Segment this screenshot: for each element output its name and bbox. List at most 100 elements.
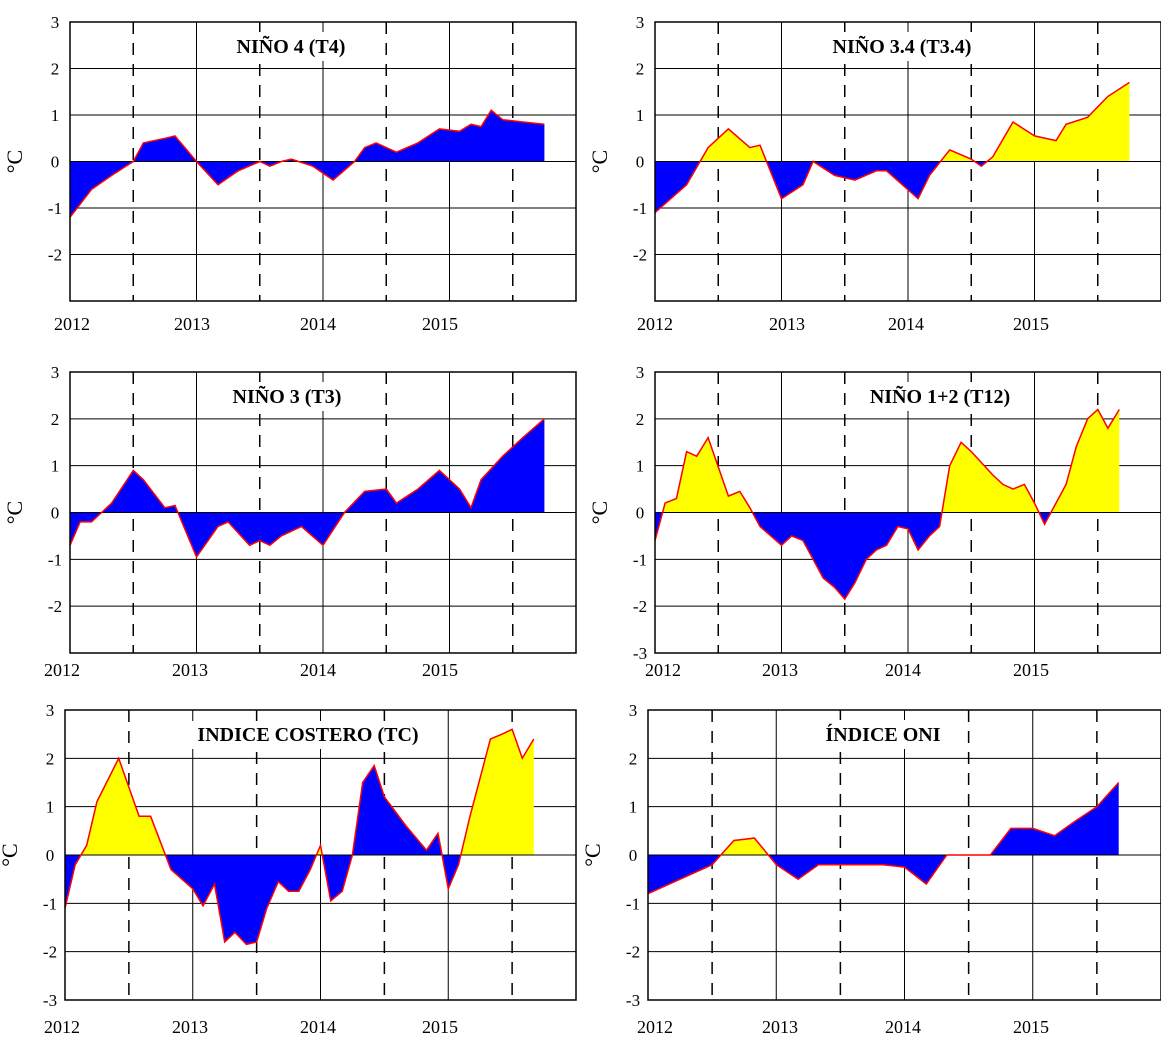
- y-tick-label: 1: [636, 457, 645, 476]
- y-tick-label: -2: [43, 943, 57, 962]
- x-tick-label: 2013: [769, 314, 805, 334]
- x-tick-label: 2014: [885, 1017, 921, 1037]
- cold-anomaly-area: [70, 470, 178, 546]
- cold-anomaly-area: [442, 855, 461, 889]
- anomaly-line: [64, 728, 535, 946]
- warm-anomaly-area: [987, 82, 1130, 162]
- y-tick-label: 2: [629, 749, 638, 768]
- x-tick-label: 2012: [44, 660, 80, 680]
- y-axis-label: °C: [587, 501, 612, 524]
- axes-frame: [64, 709, 577, 1001]
- chart-panel-2: 3 2 1 0 -1 -2 2012 2013 2014 2015 °C NIÑO 3.4 (T3.4…: [587, 13, 1161, 334]
- chart-title: ÍNDICE ONI: [825, 723, 940, 746]
- y-tick-label: -3: [626, 991, 640, 1010]
- y-tick-label: 0: [629, 846, 638, 865]
- x-tick-label: 2014: [885, 660, 921, 680]
- y-tick-label: -1: [626, 894, 640, 913]
- x-tick-label: 2014: [300, 1017, 336, 1037]
- y-tick-label: 2: [51, 410, 60, 429]
- y-tick-label: -2: [633, 246, 647, 265]
- y-axis-label: °C: [0, 843, 22, 866]
- y-tick-label: 3: [629, 701, 638, 720]
- y-tick-label: -1: [48, 550, 62, 569]
- y-tick-label: 3: [636, 13, 645, 32]
- chart-title: NIÑO 4 (T4): [237, 35, 346, 58]
- x-tick-label: 2012: [44, 1017, 80, 1037]
- y-tick-label: 2: [51, 60, 60, 79]
- y-tick-label: 3: [636, 363, 645, 382]
- axes-frame: [69, 21, 577, 302]
- chart-panel-3: 3 2 1 0 -1 -2 2012 2013 2014 2015 °C NIÑO 3 (T3): [2, 363, 577, 680]
- y-axis-label: °C: [2, 150, 27, 173]
- y-axis-label: °C: [587, 150, 612, 173]
- x-tick-label: 2013: [174, 314, 210, 334]
- y-tick-label: -1: [43, 894, 57, 913]
- y-tick-label: -2: [626, 943, 640, 962]
- y-tick-label: 0: [636, 153, 645, 172]
- cold-anomaly-area: [298, 110, 545, 181]
- cold-anomaly-area: [177, 418, 545, 557]
- x-tick-label: 2013: [762, 660, 798, 680]
- y-tick-label: 2: [636, 410, 645, 429]
- cold-anomaly-area: [768, 782, 1119, 884]
- cold-anomaly-area: [766, 161, 941, 199]
- cold-anomaly-area: [1039, 512, 1051, 525]
- x-tick-label: 2013: [172, 660, 208, 680]
- y-tick-label: -1: [48, 199, 62, 218]
- y-tick-label: 3: [46, 701, 55, 720]
- chart-title-box: [819, 720, 947, 749]
- y-tick-label: 2: [636, 60, 645, 79]
- anomaly-line: [654, 408, 1120, 601]
- anomaly-line: [69, 109, 545, 218]
- x-tick-label: 2014: [888, 314, 924, 334]
- y-tick-label: 0: [51, 504, 60, 523]
- x-tick-label: 2012: [637, 1017, 673, 1037]
- warm-anomaly-area: [700, 128, 767, 162]
- x-tick-label: 2015: [422, 314, 458, 334]
- x-tick-label: 2012: [637, 314, 673, 334]
- y-tick-label: 0: [46, 846, 55, 865]
- y-tick-label: 3: [51, 363, 60, 382]
- warm-anomaly-area: [1050, 409, 1120, 513]
- y-tick-label: 2: [46, 749, 55, 768]
- y-tick-label: 1: [51, 457, 60, 476]
- anomaly-line: [647, 781, 1120, 895]
- warm-anomaly-area: [940, 149, 975, 162]
- y-tick-label: 0: [636, 504, 645, 523]
- cold-anomaly-area: [322, 765, 442, 901]
- y-tick-label: 1: [46, 798, 55, 817]
- chart-title-box: [226, 382, 348, 411]
- y-tick-label: -3: [633, 644, 647, 663]
- chart-panel-1: 3 2 1 0 -1 -2 2012 2013 2014 2015 °C NIÑO 4 (T4): [2, 13, 577, 334]
- anomaly-line: [654, 81, 1130, 214]
- anomaly-line: [69, 418, 545, 559]
- y-axis-label: °C: [2, 501, 27, 524]
- x-tick-label: 2013: [172, 1017, 208, 1037]
- axes-frame: [654, 371, 1161, 654]
- x-tick-label: 2015: [1013, 660, 1049, 680]
- chart-title: NIÑO 3 (T3): [233, 385, 342, 408]
- x-tick-label: 2015: [1013, 1017, 1049, 1037]
- chart-title: NIÑO 1+2 (T12): [870, 385, 1010, 408]
- cold-anomaly-area: [65, 855, 81, 909]
- chart-panel-5: 3 2 1 0 -1 -2 -3 2012 2013 2014 2015 °C INDICE COSTE…: [0, 701, 577, 1037]
- y-tick-label: 1: [636, 106, 645, 125]
- y-tick-label: -1: [633, 550, 647, 569]
- y-tick-label: 1: [51, 106, 60, 125]
- y-tick-label: 1: [629, 798, 638, 817]
- x-tick-label: 2014: [300, 314, 336, 334]
- cold-anomaly-area: [752, 512, 942, 600]
- cold-anomaly-area: [655, 161, 701, 213]
- y-tick-label: -3: [43, 991, 57, 1010]
- warm-anomaly-area: [460, 729, 534, 855]
- axes-frame: [654, 21, 1161, 302]
- cold-anomaly-area: [648, 855, 721, 894]
- y-tick-label: -2: [633, 597, 647, 616]
- x-tick-label: 2013: [762, 1017, 798, 1037]
- x-tick-label: 2012: [54, 314, 90, 334]
- y-tick-label: 3: [51, 13, 60, 32]
- warm-anomaly-area: [662, 437, 753, 513]
